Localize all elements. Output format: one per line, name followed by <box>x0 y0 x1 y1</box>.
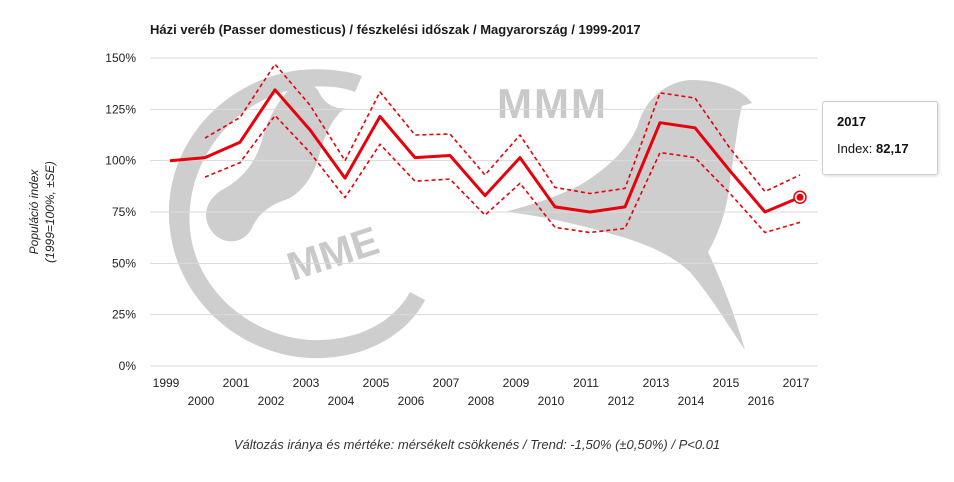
x-tick-label: 2017 <box>783 376 810 390</box>
y-tick-label: 150% <box>105 51 136 65</box>
series-line-upper <box>204 63 801 195</box>
y-tick-label: 0% <box>119 359 137 373</box>
trend-footer: Változás iránya és mértéke: mérsékelt cs… <box>234 437 720 452</box>
x-tick-label: 2005 <box>363 376 390 390</box>
x-tick-label: 2002 <box>258 394 285 408</box>
x-tick-label: 2013 <box>643 376 670 390</box>
series-line-index <box>169 88 801 214</box>
x-axis: 1999 2000 2001 2002 2003 2004 2005 2006 2007 2008… <box>153 376 810 408</box>
x-tick-label: 2009 <box>503 376 530 390</box>
y-tick-label: 125% <box>105 102 136 116</box>
x-tick-label: 2006 <box>398 394 425 408</box>
x-tick-label: 2012 <box>608 394 635 408</box>
x-tick-label: 2014 <box>678 394 705 408</box>
watermark-logo-text: MME <box>282 219 384 290</box>
tooltip-value-row: Index: 82,17 <box>837 141 937 156</box>
x-tick-label: 1999 <box>153 376 180 390</box>
watermark-circle-logo <box>168 69 425 359</box>
watermark-text: MMM <box>497 80 608 127</box>
watermark-bird-right <box>505 80 752 350</box>
x-tick-label: 2015 <box>713 376 740 390</box>
x-tick-label: 2011 <box>573 376 599 390</box>
tooltip-value: 82,17 <box>876 141 909 156</box>
tooltip-year: 2017 <box>837 114 866 129</box>
x-tick-label: 2016 <box>748 394 775 408</box>
y-tick-label: 25% <box>112 308 136 322</box>
x-tick-label: 2008 <box>468 394 495 408</box>
x-tick-label: 2000 <box>188 394 215 408</box>
y-axis-label-line1: Populáció index <box>27 169 41 255</box>
highlight-point[interactable] <box>796 193 804 201</box>
series-layer <box>169 63 807 234</box>
x-tick-label: 2004 <box>328 394 355 408</box>
x-tick-label: 2010 <box>538 394 565 408</box>
x-tick-label: 2003 <box>293 376 320 390</box>
y-tick-label: 50% <box>112 256 136 270</box>
series-line-lower <box>204 114 801 234</box>
chart-title: Házi veréb (Passer domesticus) / fészkel… <box>150 22 641 37</box>
y-tick-label: 75% <box>112 205 136 219</box>
tooltip-label: Index: <box>837 141 873 156</box>
y-axis-label-line2: (1999=100%, ±SE) <box>43 161 57 263</box>
x-tick-label: 2001 <box>223 376 250 390</box>
y-tick-label: 100% <box>105 154 136 168</box>
x-tick-label: 2007 <box>433 376 460 390</box>
y-axis: 0% 25% 50% 75% 100% 125% 150% <box>105 51 136 373</box>
tooltip: 2017 Index: 82,17 <box>822 101 938 175</box>
